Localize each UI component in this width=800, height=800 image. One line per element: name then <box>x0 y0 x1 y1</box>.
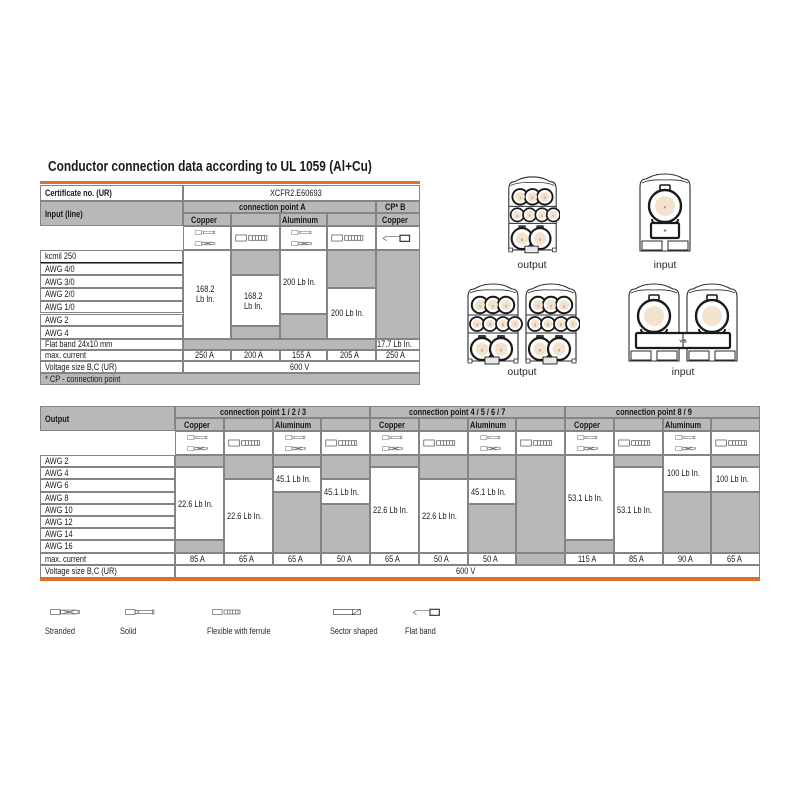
svg-text:2: 2 <box>492 305 494 309</box>
svg-text:VIB: VIB <box>679 339 686 344</box>
svg-text:6: 6 <box>560 323 562 327</box>
svg-text:8: 8 <box>481 349 483 353</box>
svg-text:1: 1 <box>519 196 521 200</box>
svg-text:9: 9 <box>539 238 541 242</box>
svg-text:6: 6 <box>502 323 504 327</box>
svg-text:9: 9 <box>500 349 502 353</box>
svg-text:8: 8 <box>521 238 523 242</box>
svg-text:7: 7 <box>572 323 574 327</box>
svg-text:2: 2 <box>550 305 552 309</box>
svg-text:8: 8 <box>539 349 541 353</box>
svg-text:4: 4 <box>534 323 536 327</box>
svg-text:1: 1 <box>537 305 539 309</box>
svg-text:5: 5 <box>489 323 491 327</box>
svg-text:3: 3 <box>505 305 507 309</box>
svg-text:3: 3 <box>544 196 546 200</box>
svg-text:5: 5 <box>547 323 549 327</box>
svg-text:A: A <box>664 205 667 210</box>
svg-text:1: 1 <box>479 305 481 309</box>
svg-text:3: 3 <box>563 305 565 309</box>
svg-text:7: 7 <box>514 323 516 327</box>
svg-text:2: 2 <box>532 196 534 200</box>
svg-text:4: 4 <box>476 323 478 327</box>
svg-text:9: 9 <box>558 349 560 353</box>
